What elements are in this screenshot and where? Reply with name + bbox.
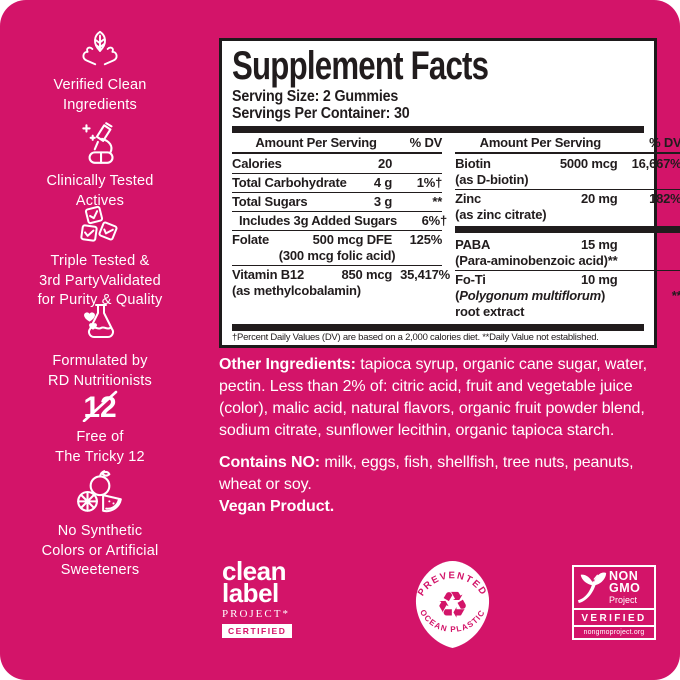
- amount-per-serving-header: Amount Per Serving: [255, 135, 377, 151]
- non-gmo-line: NON: [609, 569, 639, 583]
- other-ingredients-text: Other Ingredients: tapioca syrup, organi…: [219, 356, 647, 439]
- nutrient-row: Includes 3g Added Sugars 6%†: [232, 212, 447, 232]
- nutrient-row: Vitamin B12 850 mcg 35,417% (as methylcobal…: [232, 267, 451, 299]
- verified-text: VERIFIED: [574, 608, 654, 625]
- clean-label-line: clean: [222, 556, 287, 586]
- recycle-arrows-icon: ♻: [436, 584, 469, 627]
- sidebar-label: Triple Tested & 3rd PartyValidated for P…: [37, 253, 163, 309]
- certified-tag: CERTIFIED: [222, 624, 293, 638]
- contains-no-text: Contains NO: milk, eggs, fish, shellfish…: [219, 452, 671, 518]
- divider-bar: [232, 324, 644, 332]
- sidebar-label: No Synthetic Colors or Artificial Sweete…: [41, 523, 159, 579]
- nutrient-row: PABA 15 mg (Para-aminobenzoic acid)**: [455, 236, 680, 272]
- non-gmo-verified-badge: NON GMO Project VERIFIED nongmoproject.o…: [572, 565, 656, 640]
- divider-bar: [455, 226, 680, 234]
- non-gmo-project-line: Project: [609, 595, 638, 605]
- fruits-icon: [4, 468, 196, 516]
- clean-label-project-badge: clean label PROJECT* CERTIFIED: [222, 556, 293, 638]
- sidebar-item-triple-tested: Triple Tested & 3rd PartyValidated for P…: [4, 204, 196, 311]
- supplement-facts-title: Supplement Facts: [232, 44, 489, 88]
- flask-hearts-icon: [4, 300, 196, 346]
- sidebar-item-verified-clean: Verified Clean Ingredients: [4, 28, 196, 115]
- sidebar-label: Formulated by RD Nutritionists: [48, 353, 152, 389]
- facts-right-column: Amount Per Serving % DV Biotin 5000 mcg 16…: [455, 135, 680, 321]
- sidebar-label: Free of The Tricky 12: [55, 429, 145, 465]
- nutrient-row: Calories 20: [232, 155, 443, 175]
- dv-footnote: †Percent Daily Values (DV) are based on …: [232, 332, 599, 344]
- supplement-facts-panel: Supplement Facts Serving Size: 2 Gummies…: [219, 38, 680, 348]
- serving-size: Serving Size: 2 Gummies: [232, 88, 399, 105]
- crossed-out-12-icon: 12: [4, 390, 196, 422]
- sidebar-label: Verified Clean Ingredients: [53, 77, 147, 113]
- nutrient-row: Zinc 20 mg 182% (as zinc citrate): [455, 191, 680, 223]
- hands-holding-leaf-icon: [4, 28, 196, 70]
- nutrient-row: Total Carbohydrate 4 g 1%†: [232, 174, 442, 194]
- servings-per-container: Servings Per Container: 30: [232, 104, 410, 122]
- dv-header: % DV: [649, 135, 680, 151]
- pebble-shape: [415, 561, 490, 648]
- triple-checkmarks-icon: [4, 204, 196, 246]
- microscope-icon: [4, 120, 196, 166]
- vegan-product-text: Vegan Product.: [219, 498, 335, 515]
- sidebar-item-no-synthetic: No Synthetic Colors or Artificial Sweete…: [4, 468, 196, 581]
- sidebar-item-rd-nutritionists: Formulated by RD Nutritionists: [4, 300, 196, 391]
- column-header: Amount Per Serving % DV: [232, 135, 443, 155]
- divider-bar: [232, 126, 644, 134]
- sidebar-label: Clinically Tested Actives: [46, 173, 154, 209]
- nutrient-row: Biotin 5000 mcg 16,667% (as D-biotin): [455, 155, 680, 191]
- facts-left-column: Amount Per Serving % DV Calories 20 Total …: [232, 135, 451, 321]
- butterfly-icon: [577, 572, 607, 604]
- sidebar-item-clinically-tested: Clinically Tested Actives: [4, 120, 196, 211]
- clean-label-line: label: [222, 577, 279, 608]
- non-gmo-url: nongmoproject.org: [574, 625, 654, 638]
- clean-label-project-line: PROJECT*: [222, 608, 290, 621]
- contains-no-lead: Contains NO:: [219, 454, 321, 471]
- nutrient-row: Folate 500 mcg DFE 125% (300 mcg folic acid…: [232, 231, 442, 267]
- non-gmo-line: GMO: [609, 580, 641, 595]
- dv-header: % DV: [409, 135, 443, 151]
- prevented-ocean-plastic-badge: PREVENTED OCEAN PLASTIC ♻: [405, 558, 500, 658]
- column-header: Amount Per Serving % DV: [455, 135, 680, 155]
- amount-per-serving-header: Amount Per Serving: [479, 135, 602, 151]
- other-ingredients-lead: Other Ingredients:: [219, 356, 356, 373]
- nutrient-row: Total Sugars 3 g **: [232, 193, 442, 213]
- sidebar-item-tricky-12: 12 Free of The Tricky 12: [4, 390, 196, 467]
